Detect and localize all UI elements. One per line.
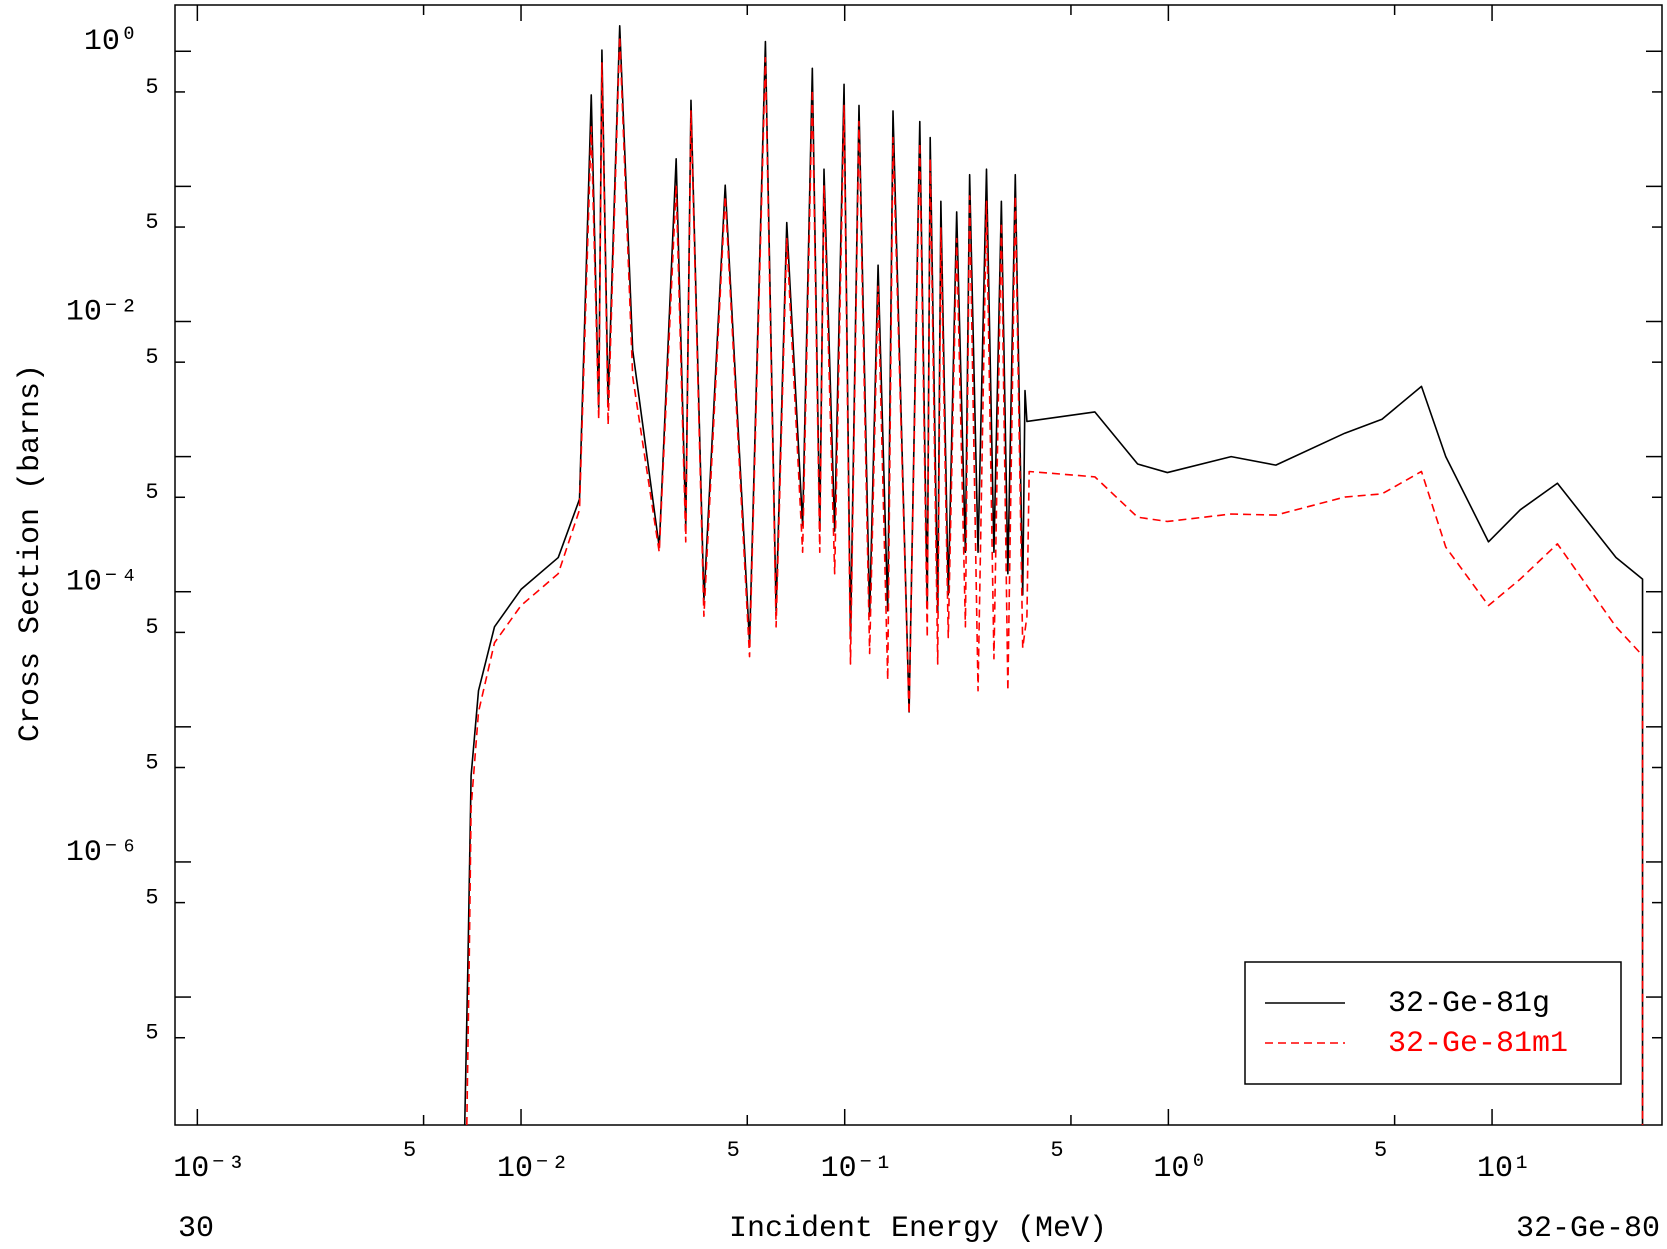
x-tick-label: 5 (403, 1138, 416, 1163)
x-axis-label: Incident Energy (MeV) (729, 1212, 1107, 1246)
y-tick-label: 5 (145, 1021, 158, 1046)
y-tick-label: 10⁻⁴ (66, 566, 138, 600)
plot-frame (174, 4, 1663, 1126)
x-tick-label: 5 (727, 1138, 740, 1163)
y-tick-label: 5 (145, 615, 158, 640)
x-tick-label: 10¹ (1477, 1152, 1531, 1186)
y-tick-label: 5 (145, 345, 158, 370)
y-tick-label: 5 (145, 480, 158, 505)
y-tick-label: 10⁰ (84, 25, 138, 59)
y-axis-label: Cross Section (barns) (14, 364, 48, 742)
legend-box (1244, 961, 1622, 1085)
legend-label: 32-Ge-81m1 (1388, 1027, 1568, 1061)
x-tick-label: 10⁰ (1153, 1152, 1207, 1186)
y-tick-label: 5 (145, 885, 158, 910)
x-tick-label: 10⁻³ (173, 1152, 245, 1186)
x-tick-label: 10⁻² (497, 1152, 569, 1186)
legend-label: 32-Ge-81g (1388, 987, 1550, 1021)
y-tick-label: 10⁻⁶ (66, 836, 138, 870)
y-tick-label: 5 (145, 750, 158, 775)
annotation: 32-Ge-80 (1516, 1212, 1660, 1246)
x-tick-label: 10⁻¹ (821, 1152, 893, 1186)
y-tick-label: 10⁻² (66, 295, 138, 329)
annotation: 30 (178, 1212, 214, 1246)
x-tick-label: 5 (1374, 1138, 1387, 1163)
x-tick-label: 5 (1050, 1138, 1063, 1163)
y-tick-label: 5 (145, 210, 158, 235)
series-line (466, 35, 1644, 1126)
y-tick-label: 5 (145, 75, 158, 100)
